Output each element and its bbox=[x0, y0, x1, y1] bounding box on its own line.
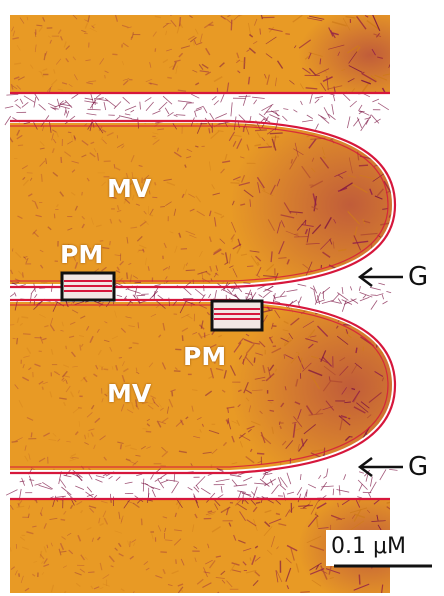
scale-bar bbox=[326, 530, 432, 568]
pm-highlight-boxes bbox=[60, 271, 264, 332]
membrane-lower-villus-inner bbox=[10, 304, 389, 468]
label-pm-lower: PM bbox=[183, 342, 227, 371]
label-pm-upper: PM bbox=[60, 240, 104, 269]
pm-box-top bbox=[60, 271, 116, 302]
membrane-upper-villus-inner bbox=[10, 125, 389, 282]
g-arrows bbox=[357, 267, 403, 477]
membrane-lower-villus bbox=[10, 298, 397, 475]
plasma-membranes bbox=[10, 91, 397, 501]
label-mv-upper: MV bbox=[107, 174, 152, 203]
membrane-upper-villus bbox=[10, 119, 397, 289]
label-mv-lower: MV bbox=[107, 379, 152, 408]
label-g-lower: G bbox=[408, 452, 429, 482]
pm-box-bottom bbox=[210, 299, 264, 332]
g-arrow-bottom bbox=[357, 457, 403, 477]
label-g-upper: G bbox=[408, 262, 429, 292]
g-arrow-top bbox=[357, 267, 403, 287]
scale-bar-label: 0.1 μM bbox=[331, 534, 406, 559]
